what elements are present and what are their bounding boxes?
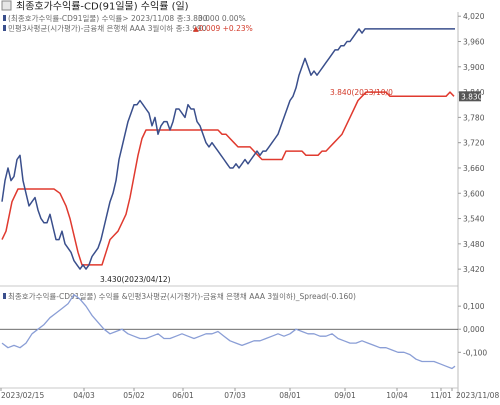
legend-marker-spread [3, 293, 6, 299]
series-line-1 [1, 91, 455, 266]
y-tick-label: 3,900 [463, 63, 485, 72]
y-tick-label: 0,000 [463, 325, 485, 334]
chart-title: 최종호가수익률-CD(91일물) 수익률 (일) [16, 1, 189, 13]
window-icon [1, 0, 12, 11]
low-annotation: 3.430(2023/04/12) [100, 275, 171, 284]
y-tick-label: 3,600 [463, 189, 485, 198]
legend-marker-series2 [3, 25, 6, 31]
upper-y-axis: 3,4203,4803,5403,6003,6603,7203,7803,840… [458, 12, 485, 274]
x-tick-label: 10/04 [386, 391, 408, 400]
y-tick-label: 4,020 [463, 12, 485, 21]
legend-series2-text: 민평3사평균(시가평가)-금융채 은행채 AAA 3월이하 종:3.990 [8, 23, 207, 33]
y-tick-label: 3,960 [463, 38, 485, 47]
y-tick-label: 3,420 [463, 265, 485, 274]
x-tick-label: 08/01 [279, 391, 301, 400]
legend-series1-text: (최종호가수익률-CD91일물) 수익률> 2023/11/08 종:3.830 [8, 13, 208, 23]
y-tick-label: 3,540 [463, 215, 485, 224]
x-tick-label: 05/02 [123, 391, 145, 400]
current-value-tag-text: 3.830 [461, 92, 483, 101]
y-tick-label: 3,480 [463, 240, 485, 249]
y-tick-label: -0,100 [463, 348, 487, 357]
x-axis: 2023/02/15 04/03 05/02 06/01 07/03 08/01 09/01… [0, 387, 499, 400]
lower-legend: 최종호가수익률-CD91일물) 수익률 &민평3사평균(시가평가)-금융채 은행… [3, 291, 356, 301]
legend-marker-series1 [3, 15, 6, 21]
y-tick-label: 3,720 [463, 139, 485, 148]
spread-line [1, 293, 456, 370]
x-tick-label: 11/01 [430, 391, 452, 400]
legend-series1-change: 0.000 0.00% [198, 14, 246, 23]
legend-series2-change: ▲0.009 +0.23% [193, 24, 253, 33]
current-value-tag [459, 91, 481, 102]
upper-legend: (최종호가수익률-CD91일물) 수익률> 2023/11/08 종:3.830… [3, 13, 253, 33]
x-tick-label: 06/01 [172, 391, 194, 400]
plot-area [1, 28, 456, 370]
lower-legend-text: 최종호가수익률-CD91일물) 수익률 &민평3사평균(시가평가)-금융채 은행… [8, 291, 356, 301]
y-tick-label: 3,780 [463, 113, 485, 122]
y-tick-label: 3,660 [463, 164, 485, 173]
x-tick-label: 04/03 [73, 391, 95, 400]
x-tick-label: 2023/02/15 [1, 391, 44, 400]
x-tick-label: 2023/11/08 [456, 391, 499, 400]
lower-y-axis: 0,100 0,000 -0,100 [0, 302, 487, 357]
series-line-2 [1, 28, 455, 270]
x-tick-label: 07/03 [224, 391, 246, 400]
mid-annotation: 3.840(2023/10/0 [330, 88, 393, 97]
x-tick-label: 09/01 [334, 391, 356, 400]
y-tick-label: 0,100 [463, 302, 485, 311]
